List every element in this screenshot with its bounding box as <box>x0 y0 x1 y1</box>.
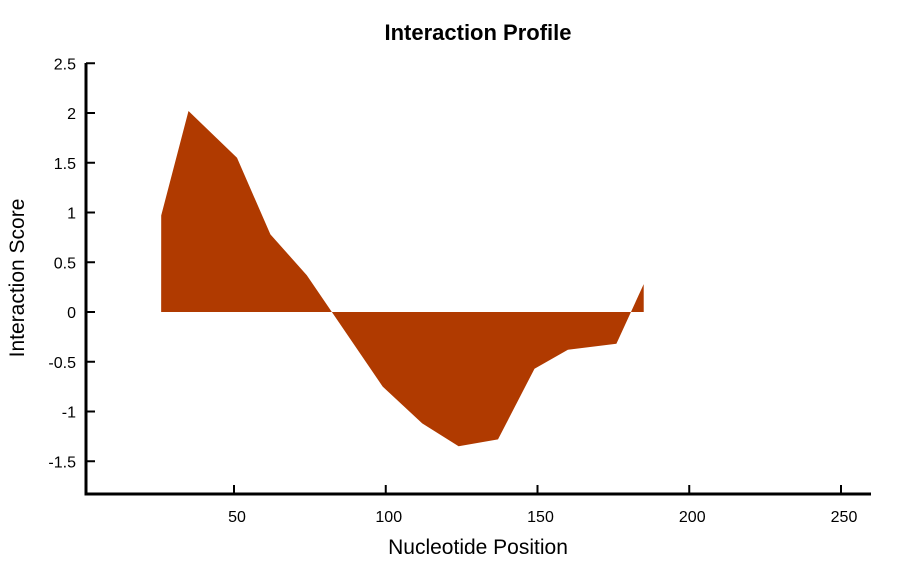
x-tick-label: 200 <box>679 509 706 526</box>
area-series <box>161 111 644 447</box>
plot-area <box>161 111 644 447</box>
y-tick-label: 2 <box>67 106 76 123</box>
x-axis: 50 100 150 200 250 <box>84 485 871 526</box>
x-tick-label: 150 <box>527 509 554 526</box>
x-tick-label: 250 <box>831 509 858 526</box>
x-tick-label: 50 <box>228 509 246 526</box>
y-axis: 2.5 2 1.5 1 0.5 0 -0.5 -1 -1.5 <box>48 56 95 496</box>
y-tick-label: -0.5 <box>48 355 76 372</box>
y-tick-label: 2.5 <box>54 56 76 73</box>
x-tick-label: 100 <box>375 509 402 526</box>
y-tick-label: 1 <box>67 206 76 223</box>
y-axis-label: Interaction Score <box>6 199 29 358</box>
y-tick-label: 0.5 <box>54 255 76 272</box>
y-tick-label: -1.5 <box>48 454 76 471</box>
chart-title: Interaction Profile <box>384 20 571 45</box>
y-tick-label: -1 <box>62 405 76 422</box>
y-tick-label: 0 <box>67 305 76 322</box>
x-axis-label: Nucleotide Position <box>388 536 568 559</box>
y-tick-label: 1.5 <box>54 156 76 173</box>
